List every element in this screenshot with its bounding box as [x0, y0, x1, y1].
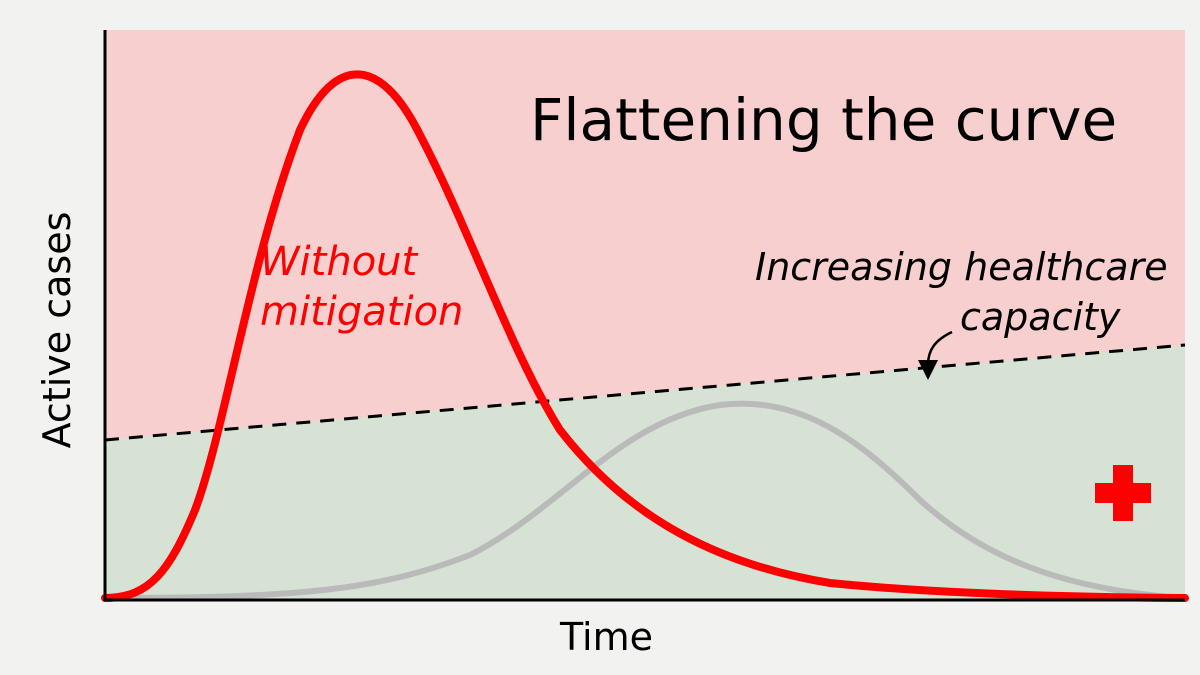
- without-mitigation-label-2: mitigation: [260, 289, 463, 335]
- x-axis-label: Time: [559, 615, 653, 659]
- capacity-label-2: capacity: [960, 295, 1121, 339]
- chart-title: Flattening the curve: [530, 86, 1117, 154]
- without-mitigation-label-1: Without: [260, 239, 419, 285]
- capacity-label-1: Increasing healthcare: [755, 245, 1168, 289]
- y-axis-label: Active cases: [35, 212, 79, 449]
